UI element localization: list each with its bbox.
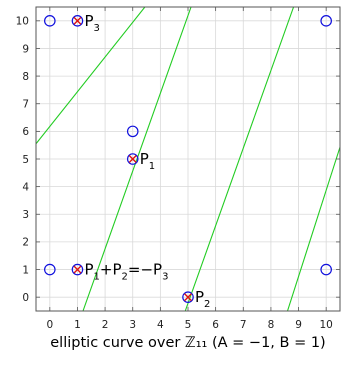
y-tick-label: 6	[22, 126, 29, 138]
x-tick-label: 1	[74, 319, 81, 331]
annotation-subscript: 1	[94, 272, 100, 283]
curve-point	[71, 263, 84, 276]
x-tick-label: 9	[295, 319, 302, 331]
y-tick-label: 9	[22, 43, 29, 55]
x-tick-label: 2	[102, 319, 109, 331]
x-tick-label: 3	[129, 319, 136, 331]
x-tick-label: 0	[46, 319, 53, 331]
x-tick-label: 10	[319, 319, 332, 331]
curve-line	[286, 146, 340, 311]
y-tick-label: 7	[22, 99, 29, 111]
y-tick-label: 5	[22, 154, 29, 166]
x-tick-label: 4	[157, 319, 164, 331]
x-axis-label: elliptic curve over ℤ₁₁ (A = −1, B = 1)	[50, 335, 325, 351]
annotation-text: P	[140, 150, 149, 168]
curve-point	[126, 153, 139, 165]
marked-point-cross	[128, 155, 137, 163]
point-annotation: P1	[140, 150, 155, 172]
y-tick-label: 4	[22, 181, 29, 193]
x-tick-label: 8	[268, 319, 275, 331]
annotation-subscript: 2	[204, 299, 210, 310]
curve-point	[71, 15, 84, 27]
point-annotation: P1+P2=−P3	[84, 261, 168, 283]
annotation-text: =−P	[128, 261, 162, 279]
marked-point-cross	[73, 265, 82, 274]
annotation-text: P	[84, 261, 93, 279]
curve-point	[182, 291, 194, 303]
marked-points	[73, 16, 192, 302]
curve-point	[320, 15, 332, 27]
curve-point	[320, 263, 332, 276]
curve-line	[36, 7, 146, 145]
axis-ticks: 0 1 2 3 4 5 6 7 8 9 10 0 1 2 3 4 5 6 7 8 9 10	[16, 7, 340, 331]
annotation-subscript: 2	[122, 272, 128, 283]
annotation-subscript: 1	[149, 161, 155, 172]
y-tick-label: 8	[22, 71, 29, 83]
point-annotation: P2	[195, 288, 210, 310]
marked-point-cross	[73, 16, 82, 25]
annotation-text: +P	[100, 261, 122, 279]
y-tick-label: 3	[22, 209, 29, 221]
annotation-text: P	[84, 12, 93, 30]
x-tick-label: 5	[185, 319, 192, 331]
curve-point	[126, 125, 139, 138]
y-tick-label: 1	[22, 264, 29, 276]
marked-point-cross	[184, 293, 192, 302]
y-tick-label: 10	[16, 16, 29, 28]
annotation-subscript: 3	[162, 272, 168, 283]
x-tick-label: 6	[212, 319, 219, 331]
annotation-subscript: 3	[94, 23, 100, 34]
point-annotation: P3	[84, 12, 99, 34]
x-tick-label: 7	[240, 319, 247, 331]
curve-lines	[36, 7, 340, 311]
annotation-text: P	[195, 288, 204, 306]
curve-line	[184, 7, 295, 311]
curve-point	[44, 263, 56, 276]
y-tick-label: 0	[22, 292, 29, 304]
points	[44, 15, 332, 303]
curve-point	[44, 15, 56, 27]
y-tick-label: 2	[22, 237, 29, 249]
curve-line	[82, 7, 192, 311]
